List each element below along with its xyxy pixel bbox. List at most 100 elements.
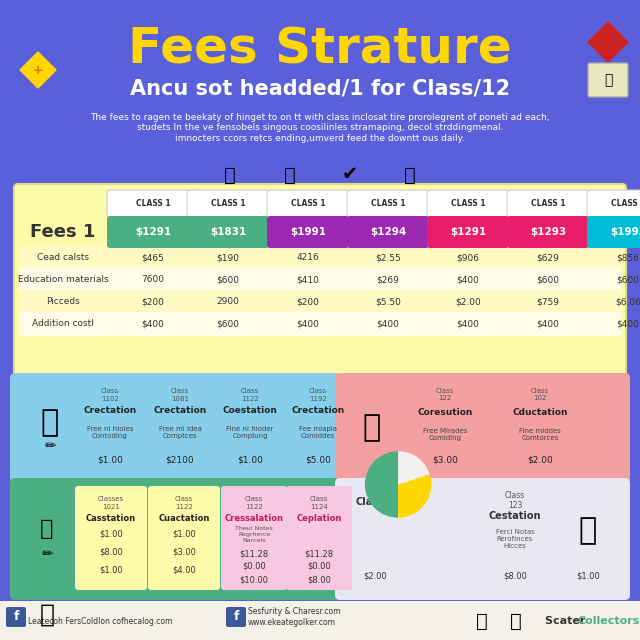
Text: ✏: ✏ xyxy=(44,439,56,453)
Text: Cressalation: Cressalation xyxy=(225,514,284,523)
Text: Leatecoh FersColdlon cofhecalog.com: Leatecoh FersColdlon cofhecalog.com xyxy=(28,616,172,625)
Text: Ceplation: Ceplation xyxy=(296,514,342,523)
Text: Casstation: Casstation xyxy=(86,514,136,523)
Text: CLASS 2: CLASS 2 xyxy=(611,200,640,209)
Text: Class: Class xyxy=(241,388,259,394)
FancyBboxPatch shape xyxy=(335,478,630,600)
Text: Fine ni hioder
Complung: Fine ni hioder Complung xyxy=(227,426,274,439)
Text: $1.00: $1.00 xyxy=(97,456,123,465)
Text: CLASS 1: CLASS 1 xyxy=(291,200,325,209)
Text: $4.00: $4.00 xyxy=(172,565,196,574)
Text: 🌐: 🌐 xyxy=(476,611,488,630)
Polygon shape xyxy=(20,52,56,88)
FancyBboxPatch shape xyxy=(19,268,621,292)
Text: $1291: $1291 xyxy=(135,227,171,237)
Text: $3.00: $3.00 xyxy=(172,547,196,556)
Text: $400: $400 xyxy=(141,319,164,328)
Text: $1.00: $1.00 xyxy=(237,456,263,465)
FancyBboxPatch shape xyxy=(10,373,340,483)
Text: 🎓: 🎓 xyxy=(579,516,597,545)
Text: $1.00: $1.00 xyxy=(576,571,600,580)
FancyBboxPatch shape xyxy=(19,246,621,270)
Text: Ferci Notas
Rerofinces
Hicces: Ferci Notas Rerofinces Hicces xyxy=(495,529,534,549)
Text: Scater: Scater xyxy=(545,616,589,626)
FancyBboxPatch shape xyxy=(587,216,640,248)
Text: 📚: 📚 xyxy=(40,603,54,627)
Text: Class: Class xyxy=(171,388,189,394)
Text: Fees 1: Fees 1 xyxy=(30,223,96,241)
FancyBboxPatch shape xyxy=(507,190,589,218)
Text: Class
123: Class 123 xyxy=(505,491,525,511)
FancyBboxPatch shape xyxy=(75,486,147,590)
FancyBboxPatch shape xyxy=(286,486,352,590)
Text: 1122: 1122 xyxy=(175,504,193,510)
FancyBboxPatch shape xyxy=(19,312,621,336)
FancyBboxPatch shape xyxy=(267,190,349,218)
Text: $600: $600 xyxy=(616,275,639,285)
Text: $906: $906 xyxy=(456,253,479,262)
Text: CLASS 1: CLASS 1 xyxy=(136,200,170,209)
FancyBboxPatch shape xyxy=(335,373,630,483)
Text: CLASS 1: CLASS 1 xyxy=(211,200,245,209)
Text: Theul Notes
Regrherce
Narcels: Theul Notes Regrherce Narcels xyxy=(235,526,273,543)
Text: $629: $629 xyxy=(536,253,559,262)
Text: $0.00: $0.00 xyxy=(307,562,331,571)
Text: 💰: 💰 xyxy=(404,166,416,184)
Text: $190: $190 xyxy=(216,253,239,262)
Text: 📝: 📝 xyxy=(604,73,612,87)
FancyBboxPatch shape xyxy=(427,216,509,248)
Text: $1991: $1991 xyxy=(290,227,326,237)
FancyBboxPatch shape xyxy=(507,216,589,248)
Text: Cuactation: Cuactation xyxy=(158,514,210,523)
Text: $8.00: $8.00 xyxy=(503,571,527,580)
Text: 🔬: 🔬 xyxy=(363,413,381,442)
Text: 1122: 1122 xyxy=(241,396,259,402)
Text: ✏: ✏ xyxy=(41,547,53,561)
Text: Coresution: Coresution xyxy=(417,408,473,417)
FancyBboxPatch shape xyxy=(19,290,621,314)
Text: 1102: 1102 xyxy=(101,396,119,402)
Text: $410: $410 xyxy=(296,275,319,285)
Text: $400: $400 xyxy=(296,319,319,328)
Text: $10.00: $10.00 xyxy=(239,575,269,584)
Text: $400: $400 xyxy=(616,319,639,328)
FancyBboxPatch shape xyxy=(14,184,626,376)
Text: $0.00: $0.00 xyxy=(242,562,266,571)
Text: Class: Class xyxy=(101,388,119,394)
Text: $269: $269 xyxy=(376,275,399,285)
Text: 7600: 7600 xyxy=(141,275,164,285)
Text: Cductation: Cductation xyxy=(512,408,568,417)
Text: 2900: 2900 xyxy=(216,298,239,307)
Text: $465: $465 xyxy=(141,253,164,262)
Text: $5.00: $5.00 xyxy=(305,456,331,465)
Text: +: + xyxy=(33,63,44,77)
Text: $1.00: $1.00 xyxy=(99,529,123,538)
Text: 💬: 💬 xyxy=(510,611,522,630)
Text: Class: Class xyxy=(175,496,193,502)
Text: $856: $856 xyxy=(616,253,639,262)
Text: $8.00: $8.00 xyxy=(99,547,123,556)
Text: Cead calsts: Cead calsts xyxy=(37,253,89,262)
Text: Class
122: Class 122 xyxy=(436,388,454,401)
FancyBboxPatch shape xyxy=(107,190,199,218)
Text: Classes: Classes xyxy=(98,496,124,502)
Text: $2100: $2100 xyxy=(166,456,195,465)
Text: Picceds: Picceds xyxy=(46,298,80,307)
Wedge shape xyxy=(365,451,398,518)
Text: Addition costl: Addition costl xyxy=(32,319,94,328)
Text: CLASS 1: CLASS 1 xyxy=(451,200,485,209)
Text: Free ni hioles
Contoding: Free ni hioles Contoding xyxy=(87,426,133,439)
Text: $11.28: $11.28 xyxy=(239,549,269,558)
Text: $600: $600 xyxy=(216,275,239,285)
Text: Class: Class xyxy=(310,496,328,502)
Wedge shape xyxy=(398,451,429,484)
Text: $1294: $1294 xyxy=(370,227,406,237)
Text: $2.00: $2.00 xyxy=(363,571,387,580)
Text: $1293: $1293 xyxy=(530,227,566,237)
Text: Fees Strature: Fees Strature xyxy=(128,26,512,74)
Text: $2.55: $2.55 xyxy=(375,253,401,262)
Text: $400: $400 xyxy=(376,319,399,328)
Polygon shape xyxy=(588,22,628,62)
Text: $11.28: $11.28 xyxy=(305,549,333,558)
Text: $1993: $1993 xyxy=(610,227,640,237)
